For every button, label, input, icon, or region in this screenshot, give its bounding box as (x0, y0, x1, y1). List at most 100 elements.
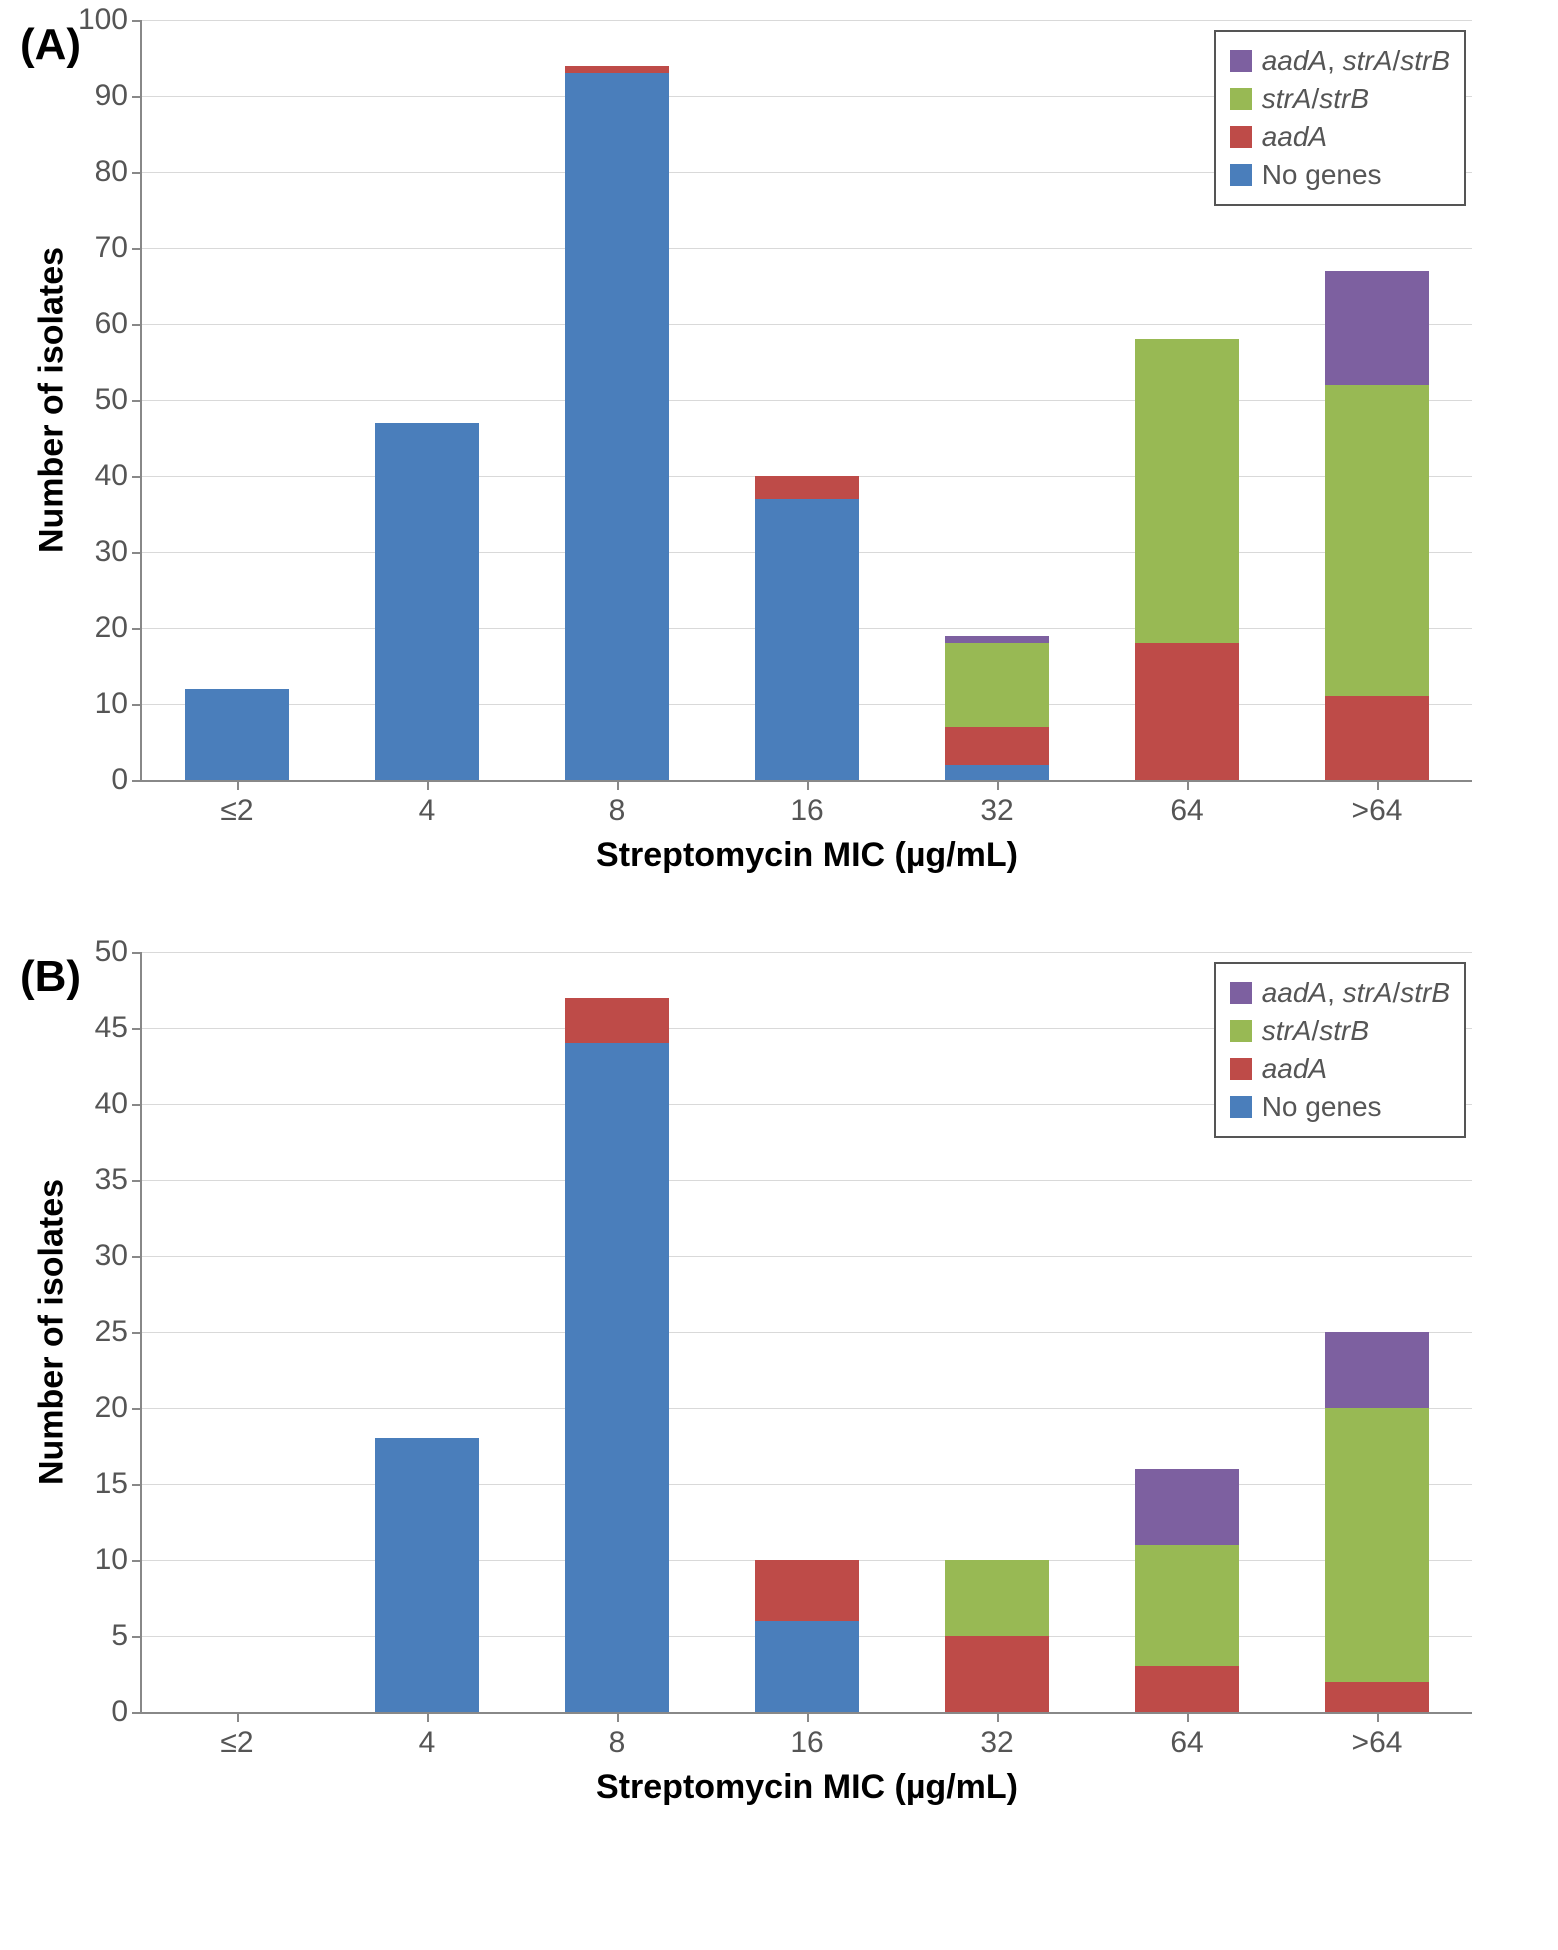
y-axis-title: Number of isolates (33, 1179, 72, 1485)
bar-segment-no_genes (755, 499, 860, 780)
legend: aadA, strA/strB strA/strB aadA No genes (1214, 30, 1466, 206)
legend-label: No genes (1262, 1091, 1382, 1123)
bar-segment-aadA (755, 1560, 860, 1621)
x-axis-title: Streptomycin MIC (µg/mL) (596, 780, 1018, 875)
y-tick-label: 10 (95, 687, 142, 721)
legend-label: aadA (1262, 1053, 1327, 1085)
y-tick-label: 0 (111, 763, 142, 797)
bar-segment-no_genes (565, 1043, 670, 1712)
y-tick-label: 10 (95, 1543, 142, 1577)
plot-area: 05101520253035404550≤248163264>64Number … (140, 952, 1472, 1714)
gridline (142, 248, 1472, 249)
bar-segment-no_genes (565, 73, 670, 780)
legend-swatch (1230, 1020, 1252, 1042)
bar-segment-both (1325, 1332, 1430, 1408)
x-axis-title: Streptomycin MIC (µg/mL) (596, 1712, 1018, 1807)
panel-a: (A) 0102030405060708090100≤248163264>64Nu… (20, 20, 1538, 892)
y-tick-label: 25 (95, 1315, 142, 1349)
bar-segment-strAB (1325, 385, 1430, 697)
bar-segment-no_genes (185, 689, 290, 780)
bar-segment-aadA (565, 998, 670, 1044)
y-tick-label: 35 (95, 1163, 142, 1197)
y-tick-label: 30 (95, 1239, 142, 1273)
bar-segment-both (1135, 1469, 1240, 1545)
panel-b: (B) 05101520253035404550≤248163264>64Numb… (20, 952, 1538, 1824)
gridline (142, 1180, 1472, 1181)
legend-label: strA/strB (1262, 1015, 1369, 1047)
legend-item: aadA (1230, 1050, 1450, 1088)
bar-segment-no_genes (375, 1438, 480, 1712)
x-tick-label: ≤2 (220, 1712, 253, 1760)
x-tick-label: 64 (1170, 1712, 1203, 1760)
gridline (142, 1256, 1472, 1257)
bar-segment-both (1325, 271, 1430, 385)
y-tick-label: 40 (95, 1087, 142, 1121)
legend-label: strA/strB (1262, 83, 1369, 115)
y-tick-label: 80 (95, 155, 142, 189)
bar-segment-aadA (1325, 1682, 1430, 1712)
y-tick-label: 40 (95, 459, 142, 493)
bar-segment-strAB (1135, 1545, 1240, 1667)
bar-segment-aadA (945, 727, 1050, 765)
bar-segment-no_genes (755, 1621, 860, 1712)
y-tick-label: 0 (111, 1695, 142, 1729)
gridline (142, 400, 1472, 401)
y-tick-label: 20 (95, 611, 142, 645)
y-tick-label: 100 (78, 3, 142, 37)
y-tick-label: 45 (95, 1011, 142, 1045)
x-tick-label: ≤2 (220, 780, 253, 828)
panel-label: (B) (20, 952, 81, 1002)
bar-segment-no_genes (945, 765, 1050, 780)
y-tick-label: 20 (95, 1391, 142, 1425)
bar-segment-strAB (945, 643, 1050, 727)
panel-label: (A) (20, 20, 81, 70)
legend-item: No genes (1230, 156, 1450, 194)
legend-swatch (1230, 1096, 1252, 1118)
chart-wrap: 05101520253035404550≤248163264>64Number … (140, 952, 1538, 1824)
legend-item: strA/strB (1230, 80, 1450, 118)
bar-segment-both (945, 636, 1050, 644)
legend-swatch (1230, 1058, 1252, 1080)
y-tick-label: 15 (95, 1467, 142, 1501)
y-tick-label: 50 (95, 383, 142, 417)
y-axis-title: Number of isolates (33, 247, 72, 553)
legend-label: aadA, strA/strB (1262, 45, 1450, 77)
x-tick-label: 64 (1170, 780, 1203, 828)
bar-segment-no_genes (375, 423, 480, 780)
y-tick-label: 5 (111, 1619, 142, 1653)
y-tick-label: 70 (95, 231, 142, 265)
bar-segment-strAB (1325, 1408, 1430, 1682)
legend-label: No genes (1262, 159, 1382, 191)
bar-segment-aadA (565, 66, 670, 74)
x-tick-label: >64 (1352, 1712, 1403, 1760)
bar-segment-aadA (945, 1636, 1050, 1712)
legend-label: aadA, strA/strB (1262, 977, 1450, 1009)
chart-wrap: 0102030405060708090100≤248163264>64Numbe… (140, 20, 1538, 892)
legend: aadA, strA/strB strA/strB aadA No genes (1214, 962, 1466, 1138)
x-tick-label: >64 (1352, 780, 1403, 828)
legend-swatch (1230, 50, 1252, 72)
gridline (142, 324, 1472, 325)
gridline (142, 1484, 1472, 1485)
x-tick-label: 4 (419, 780, 436, 828)
legend-swatch (1230, 88, 1252, 110)
y-tick-label: 60 (95, 307, 142, 341)
gridline (142, 952, 1472, 953)
legend-swatch (1230, 126, 1252, 148)
legend-swatch (1230, 164, 1252, 186)
legend-item: No genes (1230, 1088, 1450, 1126)
y-tick-label: 30 (95, 535, 142, 569)
bar-segment-aadA (1325, 696, 1430, 780)
legend-item: aadA (1230, 118, 1450, 156)
bar-segment-aadA (1135, 1666, 1240, 1712)
plot-area: 0102030405060708090100≤248163264>64Numbe… (140, 20, 1472, 782)
legend-label: aadA (1262, 121, 1327, 153)
bar-segment-strAB (1135, 339, 1240, 643)
y-tick-label: 50 (95, 935, 142, 969)
legend-item: aadA, strA/strB (1230, 974, 1450, 1012)
legend-item: aadA, strA/strB (1230, 42, 1450, 80)
bar-segment-aadA (1135, 643, 1240, 780)
x-tick-label: 4 (419, 1712, 436, 1760)
bar-segment-strAB (945, 1560, 1050, 1636)
gridline (142, 20, 1472, 21)
